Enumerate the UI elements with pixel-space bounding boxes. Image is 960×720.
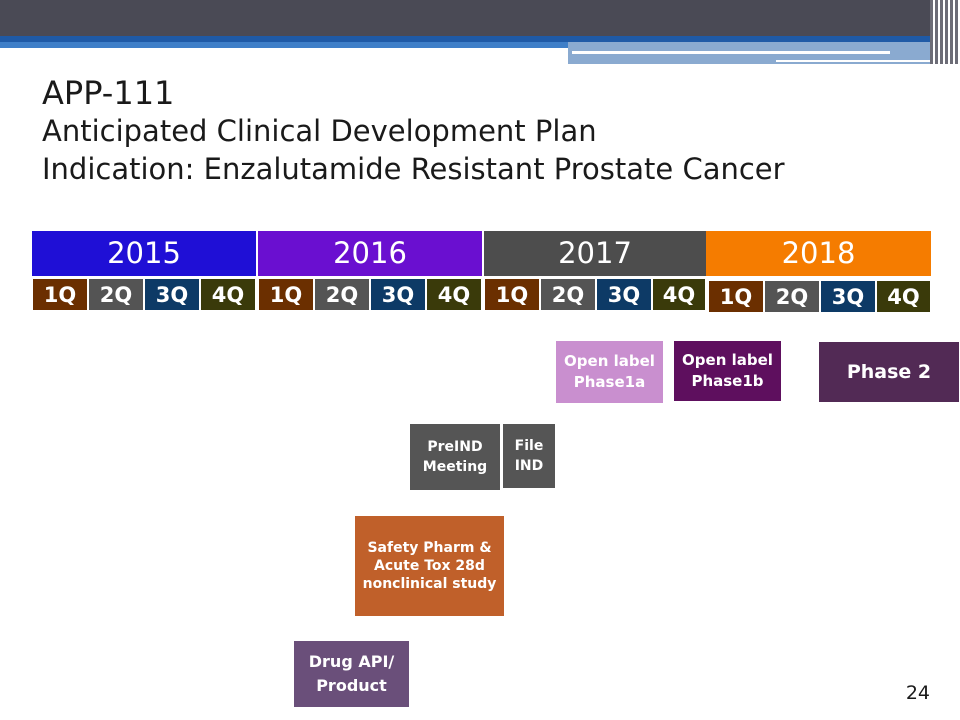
activity-phase1b: Open label Phase1b (674, 341, 781, 401)
activity-phase1a: Open label Phase1a (556, 341, 663, 403)
activity-safety-pharm: Safety Pharm & Acute Tox 28d nonclinical… (355, 516, 504, 616)
quarter-cell: 3Q (820, 280, 876, 313)
header-bar (0, 0, 930, 36)
year-header-2018: 2018 (706, 231, 931, 276)
quarter-cell: 2Q (764, 280, 820, 313)
activity-label: Open label Phase1a (564, 352, 655, 391)
year-header-2016: 2016 (258, 231, 482, 276)
quarter-cell: 1Q (32, 278, 88, 311)
quarter-cell: 4Q (426, 278, 482, 311)
header-accent-stripe (0, 36, 930, 42)
quarter-cell: 4Q (876, 280, 931, 313)
quarter-cell: 3Q (144, 278, 200, 311)
quarter-cell: 1Q (484, 278, 540, 311)
quarter-cell: 3Q (370, 278, 426, 311)
header-pattern (930, 0, 960, 64)
header-accent-stripe (0, 42, 568, 48)
quarter-cell: 2Q (88, 278, 144, 311)
activity-preind-meeting: PreIND Meeting (410, 424, 500, 490)
quarter-cell: 4Q (652, 278, 706, 311)
header-divider (776, 60, 930, 62)
slide-title: APP-111 Anticipated Clinical Development… (42, 74, 785, 188)
activity-label: Open label Phase1b (682, 351, 773, 390)
activity-label: PreIND Meeting (422, 439, 488, 475)
activity-label: File IND (514, 438, 544, 474)
quarter-cell: 2Q (314, 278, 370, 311)
title-line-1: APP-111 (42, 74, 175, 112)
year-header-2017: 2017 (484, 231, 706, 276)
quarter-cell: 1Q (708, 280, 764, 313)
page-number: 24 (905, 682, 930, 704)
title-line-3: Indication: Enzalutamide Resistant Prost… (42, 152, 785, 186)
activity-label: Safety Pharm & Acute Tox 28d nonclinical… (362, 540, 497, 592)
header-divider (572, 51, 890, 54)
quarter-cell: 1Q (258, 278, 314, 311)
activity-file-ind: File IND (503, 424, 555, 488)
year-header-2015: 2015 (32, 231, 256, 276)
quarter-cell: 3Q (596, 278, 652, 311)
activity-label: Phase 2 (846, 361, 932, 383)
title-line-2: Anticipated Clinical Development Plan (42, 114, 597, 148)
activity-label: Drug API/ Product (308, 652, 395, 695)
activity-drug-api: Drug API/ Product (294, 641, 409, 707)
activity-phase2: Phase 2 (819, 342, 959, 402)
quarter-cell: 2Q (540, 278, 596, 311)
quarter-cell: 4Q (200, 278, 256, 311)
